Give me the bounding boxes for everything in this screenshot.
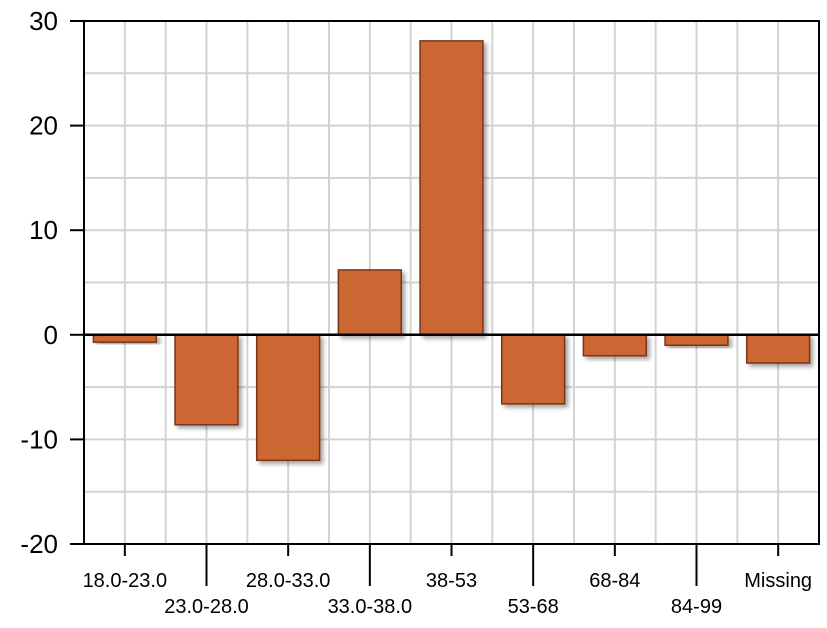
bar [745, 334, 811, 364]
x-axis: 18.0-23.0 23.0-28.0 28.0-33.0 33.0-38.0 38-5… [83, 544, 812, 618]
bar [664, 334, 729, 347]
y-tick-label: 20 [29, 111, 58, 141]
x-tick-label: 28.0-33.0 [246, 570, 331, 592]
y-tick-label: 10 [29, 215, 58, 245]
bar [419, 40, 484, 336]
x-tick-label: 33.0-38.0 [328, 596, 413, 618]
x-tick-label: 23.0-28.0 [164, 596, 249, 618]
bar [582, 334, 648, 357]
x-tick-label: Missing [744, 570, 812, 592]
bar [174, 334, 239, 426]
bars [92, 40, 811, 462]
x-tick-label: 84-99 [671, 596, 722, 618]
bar [500, 334, 566, 405]
x-tick-label: 18.0-23.0 [83, 570, 168, 592]
y-axis-labels: 30 20 10 0 -10 -20 [20, 6, 84, 559]
x-tick-label: 53-68 [508, 596, 559, 618]
y-tick-label: 30 [29, 6, 58, 36]
y-tick-label: -20 [20, 529, 58, 559]
x-tick-label: 68-84 [589, 570, 640, 592]
y-tick-label: -10 [20, 424, 58, 454]
bar [337, 269, 403, 336]
x-tick-label: 38-53 [426, 570, 477, 592]
bar [255, 334, 321, 462]
y-tick-label: 0 [44, 320, 58, 350]
